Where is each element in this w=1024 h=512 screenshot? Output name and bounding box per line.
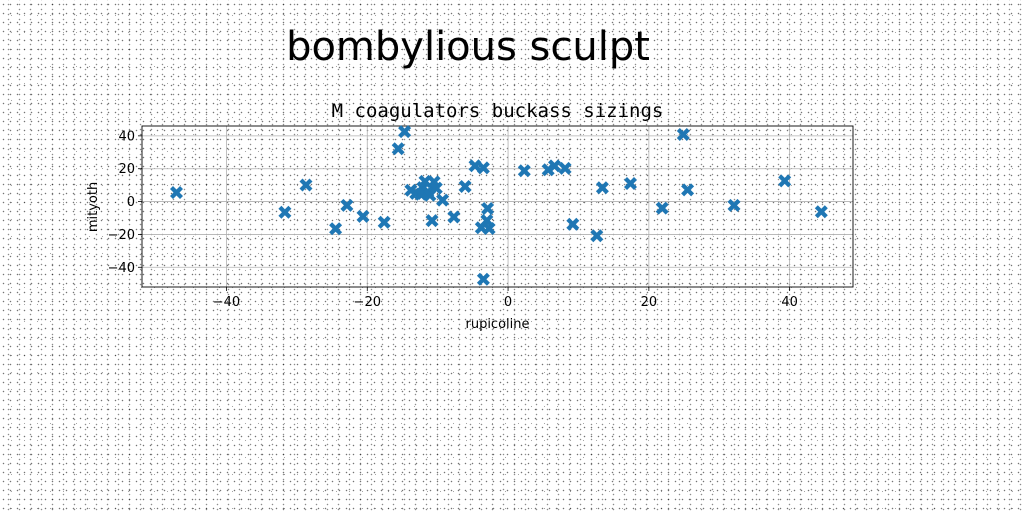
x-tick-label: −20 [354, 295, 381, 310]
data-point [377, 215, 391, 229]
data-point [299, 178, 313, 192]
data-point [482, 222, 496, 235]
data-point [590, 229, 604, 243]
data-point [278, 205, 292, 219]
x-tick-label: 20 [641, 295, 658, 310]
x-tick-label: 0 [504, 295, 512, 310]
data-point [391, 142, 405, 156]
x-axis-label: rupicoline [465, 317, 529, 332]
data-point [468, 159, 482, 173]
data-point [517, 164, 531, 178]
y-tick-label: 0 [127, 195, 135, 210]
axes: −40 −20 0 20 40 −40 −20 0 20 40 [108, 125, 854, 310]
data-point [727, 198, 741, 212]
x-tick-label: −40 [213, 295, 240, 310]
y-tick-label: 20 [118, 162, 135, 177]
data-point [778, 174, 792, 188]
y-axis-label: mityoth [86, 182, 101, 232]
data-point [398, 125, 412, 139]
data-point [624, 177, 637, 190]
chart-title: M coagulators buckass sizings [332, 100, 664, 122]
grid-lines [142, 126, 853, 287]
data-point [481, 202, 495, 215]
data-point [170, 186, 183, 199]
data-point [655, 201, 669, 215]
data-point [595, 181, 609, 195]
data-points [170, 125, 828, 286]
x-tick-label: 40 [781, 295, 798, 310]
data-point [476, 161, 490, 175]
y-tick-label: 40 [118, 129, 135, 144]
data-point [340, 198, 354, 212]
data-point [480, 214, 494, 227]
data-point [429, 181, 443, 195]
data-point [356, 209, 370, 223]
y-tick-label: −40 [108, 261, 135, 276]
figure-suptitle: bombylious sculpt [286, 24, 650, 70]
data-point [329, 222, 343, 236]
data-point [447, 210, 461, 224]
data-point [814, 205, 828, 219]
data-point [558, 161, 572, 175]
data-point [676, 128, 690, 141]
data-point [548, 159, 561, 173]
data-point [681, 183, 695, 197]
data-point [458, 180, 472, 193]
plot-frame [141, 125, 854, 288]
data-point [476, 272, 490, 286]
y-tick-label: −20 [108, 228, 135, 243]
data-point [566, 217, 580, 231]
data-point [436, 193, 450, 207]
data-point [425, 214, 439, 228]
